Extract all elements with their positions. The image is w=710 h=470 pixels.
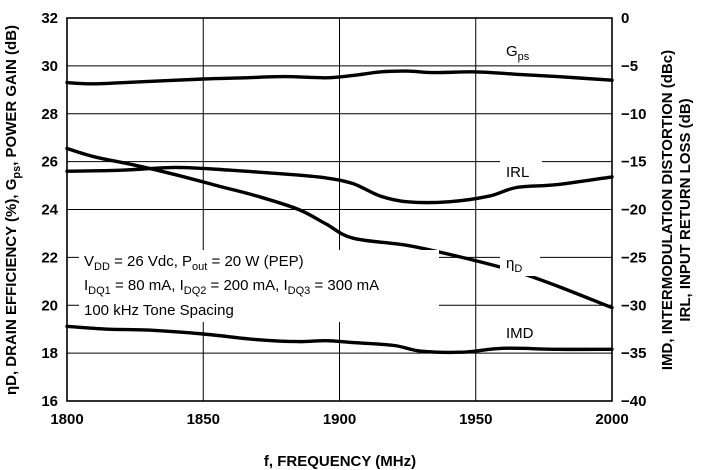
right-tick-label: −30 xyxy=(621,297,646,314)
svg-text:IRL: IRL xyxy=(506,164,529,181)
svg-text:IMD: IMD xyxy=(506,325,534,342)
series-line-gps xyxy=(65,69,614,86)
right-tick-label: 0 xyxy=(621,10,629,27)
x-tick-label: 1950 xyxy=(459,411,492,428)
svg-text:IMD, INTERMODULATION DISTORTIO: IMD, INTERMODULATION DISTORTION (dBc) xyxy=(659,50,676,370)
right-axis-label: IMD, INTERMODULATION DISTORTION (dBc) IR… xyxy=(659,50,694,370)
svg-text:100 kHz Tone Spacing: 100 kHz Tone Spacing xyxy=(84,302,234,319)
x-tick-label: 2000 xyxy=(595,411,628,428)
series-line-imd xyxy=(65,324,614,355)
x-tick-label: 1900 xyxy=(323,411,356,428)
right-tick-label: −10 xyxy=(621,106,646,123)
left-tick-labels: 16 18 20 22 24 26 28 30 32 xyxy=(41,10,58,410)
right-tick-label: −5 xyxy=(621,58,638,75)
svg-text:VDD = 26 Vdc, Pout = 20 W (PEP: VDD = 26 Vdc, Pout = 20 W (PEP) xyxy=(84,253,304,273)
left-tick-label: 28 xyxy=(41,106,58,123)
right-tick-label: −25 xyxy=(621,249,646,266)
right-tick-label: −40 xyxy=(621,393,646,410)
left-tick-label: 24 xyxy=(41,202,58,219)
svg-text:IRL, INPUT RETURN LOSS (dB): IRL, INPUT RETURN LOSS (dB) xyxy=(677,98,694,321)
left-tick-label: 32 xyxy=(41,10,58,27)
series-label-etad: ηD xyxy=(500,252,540,276)
series-line-irl xyxy=(65,165,614,205)
svg-text:ηD, DRAIN EFFICIENCY (%), Gps,: ηD, DRAIN EFFICIENCY (%), Gps, POWER GAI… xyxy=(3,25,23,395)
x-tick-label: 1850 xyxy=(187,411,220,428)
series-label-imd: IMD xyxy=(500,322,546,344)
x-axis-label: f, FREQUENCY (MHz) xyxy=(264,453,416,470)
right-tick-label: −35 xyxy=(621,345,646,362)
left-tick-label: 16 xyxy=(41,393,58,410)
left-tick-label: 26 xyxy=(41,154,58,171)
right-tick-label: −15 xyxy=(621,154,646,171)
series-label-gps: Gps xyxy=(498,34,542,64)
left-axis-label: ηD, DRAIN EFFICIENCY (%), Gps, POWER GAI… xyxy=(3,25,23,395)
series-label-irl: IRL xyxy=(500,160,542,182)
right-tick-label: −20 xyxy=(621,202,646,219)
right-tick-labels: −40 −35 −30 −25 −20 −15 −10 −5 0 xyxy=(621,10,646,410)
left-tick-label: 22 xyxy=(41,249,58,266)
x-tick-label: 1800 xyxy=(50,411,83,428)
x-tick-labels: 1800 1850 1900 1950 2000 xyxy=(50,411,628,428)
left-tick-label: 20 xyxy=(41,297,58,314)
conditions-annotation: VDD = 26 Vdc, Pout = 20 W (PEP) IDQ1 = 8… xyxy=(79,250,439,322)
plot-frame xyxy=(66,17,613,402)
left-tick-label: 30 xyxy=(41,58,58,75)
left-tick-label: 18 xyxy=(41,345,58,362)
